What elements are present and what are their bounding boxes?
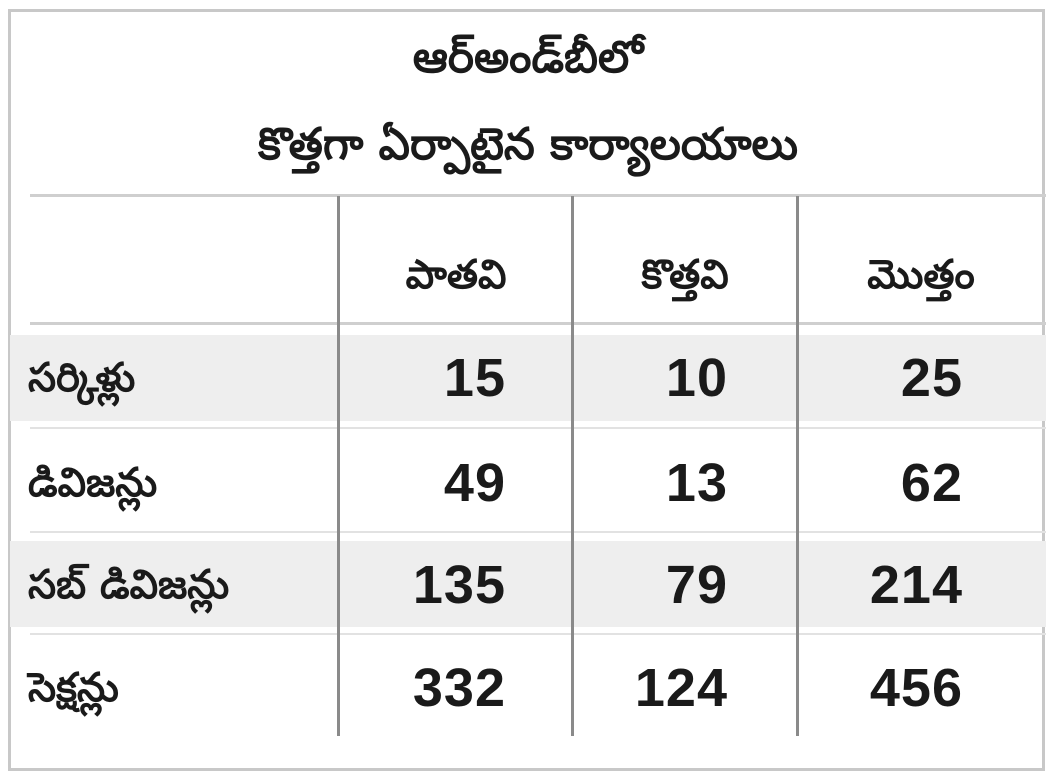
column-divider-2	[571, 196, 574, 736]
row-shade-1	[10, 335, 1046, 421]
cell-sections-old: 332	[412, 658, 506, 718]
cell-sections-total: 456	[869, 658, 963, 718]
column-header-old: పాతవి	[405, 252, 507, 298]
row-divider-2	[30, 531, 1046, 533]
table-title-line-2: కొత్తగా ఏర్పాటైన కార్యాలయాలు	[258, 119, 798, 170]
cell-circles-total: 25	[900, 348, 963, 408]
row-divider-3	[30, 633, 1046, 635]
row-label-sections: సెక్షన్లు	[28, 665, 119, 711]
column-header-new: కొత్తవి	[641, 252, 729, 298]
table-title-line-1: ఆర్‌అండ్‌బీలో	[412, 32, 644, 83]
row-label-divisions: డివిజన్లు	[28, 460, 158, 506]
cell-sub-divisions-new: 79	[665, 555, 728, 615]
column-divider-1	[337, 196, 340, 736]
cell-circles-old: 15	[443, 348, 506, 408]
cell-sections-new: 124	[634, 658, 728, 718]
column-divider-3	[796, 196, 799, 736]
cell-divisions-old: 49	[443, 453, 506, 513]
header-divider	[30, 322, 1046, 325]
cell-circles-new: 10	[665, 348, 728, 408]
column-header-total: మొత్తం	[867, 252, 975, 298]
row-divider-1	[30, 427, 1046, 429]
cell-divisions-new: 13	[665, 453, 728, 513]
row-shade-3	[10, 541, 1046, 627]
row-label-circles: సర్కిళ్లు	[28, 355, 136, 401]
cell-sub-divisions-old: 135	[412, 555, 506, 615]
cell-divisions-total: 62	[900, 453, 963, 513]
cell-sub-divisions-total: 214	[869, 555, 963, 615]
title-divider	[30, 194, 1046, 197]
row-label-sub-divisions: సబ్ డివిజన్లు	[28, 562, 230, 608]
